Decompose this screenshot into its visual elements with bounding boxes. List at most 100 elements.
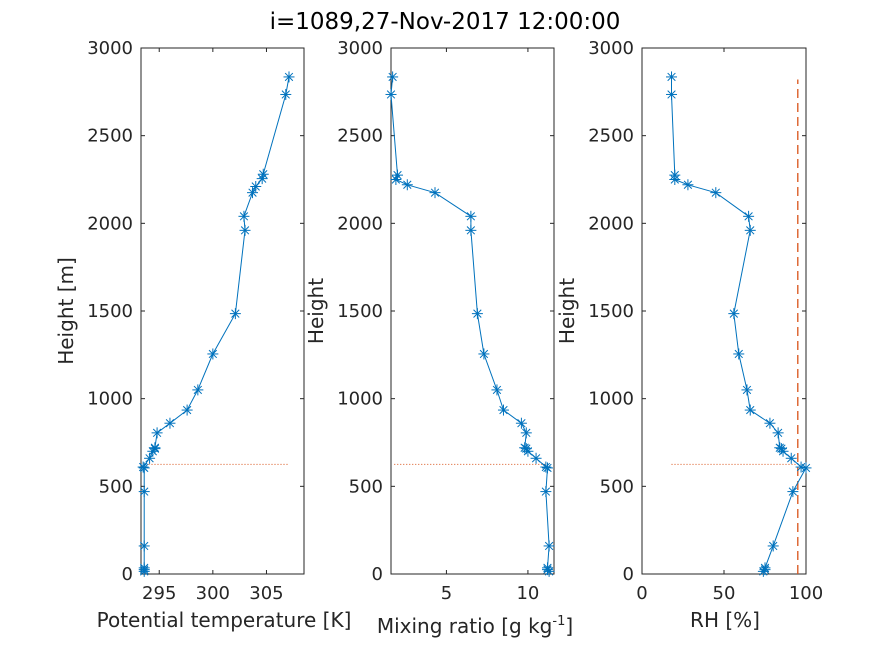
data-point bbox=[540, 461, 552, 473]
data-point bbox=[785, 452, 797, 464]
data-point bbox=[744, 404, 756, 416]
data-point bbox=[387, 71, 399, 83]
panel-2-ylabel: Height bbox=[555, 278, 579, 344]
data-point bbox=[149, 442, 161, 454]
y-tick-label: 500 bbox=[349, 476, 383, 497]
x-tick-label: 100 bbox=[789, 583, 823, 604]
y-tick-label: 0 bbox=[623, 564, 634, 585]
y-tick-label: 2000 bbox=[337, 213, 383, 234]
data-point bbox=[540, 486, 552, 498]
y-tick-label: 1500 bbox=[87, 301, 133, 322]
data-point bbox=[733, 348, 745, 360]
potential-temperature-panel: Potential temperature [K] Height [m] 295… bbox=[54, 38, 351, 632]
data-point bbox=[392, 169, 404, 181]
data-point bbox=[764, 417, 776, 429]
data-point bbox=[491, 384, 503, 396]
data-point bbox=[181, 404, 193, 416]
y-tick-label: 3000 bbox=[588, 38, 634, 59]
panel-1-axes-box bbox=[390, 47, 555, 575]
data-point bbox=[164, 417, 176, 429]
y-tick-label: 2500 bbox=[588, 126, 634, 147]
x-tick-label: 300 bbox=[196, 583, 230, 604]
y-tick-label: 1000 bbox=[588, 389, 634, 410]
data-point bbox=[478, 348, 490, 360]
data-point bbox=[471, 308, 483, 320]
data-point bbox=[497, 404, 509, 416]
y-tick-label: 3000 bbox=[337, 38, 383, 59]
data-point bbox=[744, 224, 756, 236]
data-point bbox=[530, 452, 542, 464]
data-point bbox=[465, 210, 477, 222]
profile-line bbox=[390, 76, 550, 572]
y-tick-label: 1500 bbox=[588, 301, 634, 322]
data-point bbox=[666, 71, 678, 83]
data-point bbox=[759, 562, 771, 574]
data-point bbox=[137, 461, 149, 473]
profile-line bbox=[671, 76, 807, 572]
data-point bbox=[743, 210, 755, 222]
y-tick-label: 2000 bbox=[588, 213, 634, 234]
relative-humidity-panel: RH [%] Height 0 50 10005001000150020002500… bbox=[555, 38, 823, 632]
data-point bbox=[138, 540, 150, 552]
figure-title: i=1089,27-Nov-2017 12:00:00 bbox=[270, 9, 621, 35]
data-point bbox=[543, 540, 555, 552]
data-point bbox=[520, 443, 532, 455]
data-point bbox=[239, 224, 251, 236]
data-point bbox=[138, 486, 150, 498]
data-point bbox=[728, 308, 740, 320]
data-point bbox=[767, 540, 779, 552]
y-tick-label: 0 bbox=[372, 564, 383, 585]
panel-1-xlabel-text: Mixing ratio [g kg bbox=[377, 614, 553, 638]
y-tick-label: 500 bbox=[600, 476, 634, 497]
data-point bbox=[541, 462, 553, 474]
data-point bbox=[429, 187, 441, 199]
y-tick-label: 1000 bbox=[337, 389, 383, 410]
panel-0-ylabel: Height [m] bbox=[54, 257, 78, 365]
y-tick-label: 2000 bbox=[87, 213, 133, 234]
data-point bbox=[772, 427, 784, 439]
data-point bbox=[541, 562, 553, 574]
x-tick-label: 5 bbox=[441, 583, 452, 604]
data-point bbox=[401, 179, 413, 191]
panel-1-xlabel-tail: ] bbox=[565, 614, 573, 638]
profile-line bbox=[142, 76, 290, 572]
data-point bbox=[669, 169, 681, 181]
data-point bbox=[138, 562, 150, 574]
data-point bbox=[787, 486, 799, 498]
data-point bbox=[250, 181, 262, 193]
x-tick-label: 305 bbox=[249, 583, 283, 604]
data-point bbox=[666, 88, 678, 100]
y-tick-label: 1500 bbox=[337, 301, 383, 322]
x-tick-label: 50 bbox=[713, 583, 736, 604]
x-tick-label: 0 bbox=[636, 583, 647, 604]
data-point bbox=[390, 174, 402, 185]
data-point bbox=[710, 187, 722, 199]
panel-1-xlabel: Mixing ratio [g kg-1] bbox=[377, 614, 573, 638]
panel-0-xlabel: Potential temperature [K] bbox=[97, 608, 352, 632]
mixing-ratio-panel: Mixing ratio [g kg-1] Height 5 10 0 500 1000… bbox=[304, 38, 573, 638]
data-point bbox=[192, 384, 204, 396]
data-point bbox=[775, 443, 787, 455]
data-point bbox=[774, 442, 786, 454]
data-point bbox=[280, 88, 292, 100]
data-point bbox=[741, 384, 753, 396]
y-tick-label: 2500 bbox=[337, 126, 383, 147]
y-tick-label: 3000 bbox=[87, 38, 133, 59]
data-point bbox=[520, 427, 532, 439]
data-point bbox=[238, 210, 250, 222]
y-tick-label: 0 bbox=[122, 564, 133, 585]
x-tick-label: 295 bbox=[142, 583, 176, 604]
y-tick-label: 2500 bbox=[87, 126, 133, 147]
panel-0-axes-box bbox=[140, 47, 305, 575]
data-point bbox=[465, 224, 477, 236]
data-point bbox=[207, 348, 219, 360]
data-point bbox=[515, 417, 527, 429]
panel-2-xlabel: RH [%] bbox=[690, 608, 760, 632]
data-point bbox=[151, 427, 163, 439]
data-point bbox=[257, 168, 269, 180]
panel-1-xlabel-sup: -1 bbox=[552, 614, 565, 629]
x-tick-label: 10 bbox=[516, 583, 539, 604]
data-point bbox=[247, 187, 259, 199]
data-point bbox=[795, 461, 807, 473]
